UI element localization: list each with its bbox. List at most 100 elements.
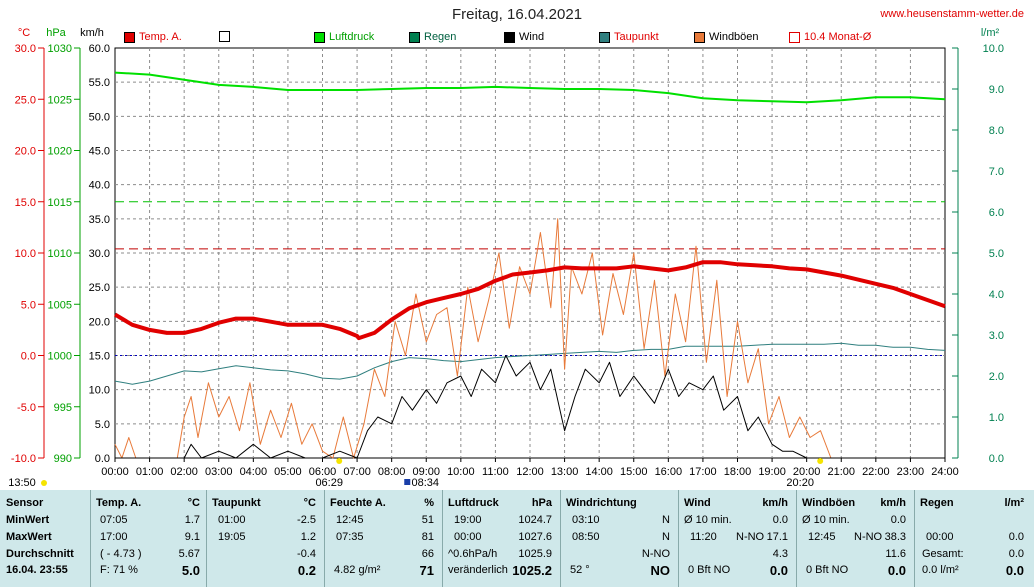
stats-dew-max: 1.2 [300, 531, 316, 543]
stats-wind-max-dir: N-NO [736, 531, 765, 543]
stats-hum-min-time: 12:45 [336, 514, 364, 526]
x-tick-label: 01:00 [136, 466, 164, 478]
stats-wind-max: 17.1 [766, 531, 788, 543]
legend-item-1 [219, 31, 234, 42]
pressure-tick-label: 1005 [48, 299, 72, 311]
legend-swatch [504, 31, 515, 43]
wind-axis-title: km/h [80, 27, 104, 39]
stats-gust-avg10-label: Ø 10 min. [802, 514, 850, 526]
stats-gust-current: 0.0 [887, 563, 906, 578]
stats-hum-abs: 4.82 g/m² [334, 564, 381, 576]
stats-gust-max-dir: N-NO [854, 531, 883, 543]
temp-tick-label: 10.0 [15, 248, 36, 260]
pressure-tick-label: 1010 [48, 248, 72, 260]
wind-tick-label: 35.0 [89, 214, 110, 226]
pressure-tick-label: 1000 [48, 351, 72, 363]
stats-rain-col: Regen l/m² 00:00 0.0 Gesamt: 0.0 0.0 l/m… [920, 490, 1028, 587]
stats-press-unit: hPa [531, 497, 552, 509]
wind-tick-label: 30.0 [89, 248, 110, 260]
stats-gust-unit: km/h [880, 497, 906, 509]
x-tick-label: 04:00 [240, 466, 268, 478]
moonrise-time: 08:34 [411, 477, 439, 489]
stats-gust-avg: 11.6 [885, 548, 906, 560]
stats-temp-foot-left: F: 71 % [100, 564, 138, 576]
rain-tick-label: 4.0 [989, 289, 1004, 301]
stats-rain-header: Regen [920, 497, 954, 509]
site-link[interactable]: www.heusenstamm-wetter.de [880, 8, 1024, 20]
stats-rain-total-label: Gesamt: [922, 548, 964, 560]
stats-rain-unit: l/m² [1004, 497, 1024, 509]
x-tick-label: 00:00 [101, 466, 129, 478]
legend-label: Windböen [709, 31, 759, 43]
x-tick-label: 02:00 [170, 466, 198, 478]
rain-tick-label: 7.0 [989, 166, 1004, 178]
stats-press-min-time: 19:00 [454, 514, 482, 526]
stats-rain-max: 0.0 [1008, 531, 1024, 543]
stats-wind-header: Wind [684, 497, 711, 509]
stats-hum-max-time: 07:35 [336, 531, 364, 543]
x-tick-label: 20:00 [793, 466, 821, 478]
stats-dir-min-time: 03:10 [572, 514, 600, 526]
stats-press-avg: 1025.9 [518, 548, 552, 560]
legend-item-4: Wind [504, 31, 544, 43]
temp-axis-title: °C [18, 27, 30, 39]
temp-tick-label: 5.0 [21, 299, 36, 311]
weather-chart: 00:00 01:00 02:00 03:00 04:00 05:00 06:00 07:00… [8, 27, 1004, 489]
stats-rain-total: 0.0 [1008, 548, 1024, 560]
stats-dew-col: Taupunkt °C 01:00 -2.5 19:05 1.2 -0.4 0.… [212, 490, 320, 587]
legend-swatch [219, 31, 230, 42]
stats-min-label: MinWert [6, 514, 50, 526]
wind-tick-label: 55.0 [89, 77, 110, 89]
rain-tick-label: 8.0 [989, 125, 1004, 137]
wind-tick-label: 5.0 [95, 419, 110, 431]
stats-press-col: Luftdruck hPa 19:00 1024.7 00:00 1027.6 … [448, 490, 556, 587]
stats-panel: Sensor MinWert MaxWert Durchschnitt 16.0… [0, 490, 1034, 587]
stats-hum-current: 71 [419, 563, 434, 578]
stats-hum-header: Feuchte A. [330, 497, 386, 509]
temp-tick-label: 25.0 [15, 94, 36, 106]
x-tick-label: 17:00 [689, 466, 717, 478]
stats-gust-header: Windböen [802, 497, 856, 509]
x-tick-label: 15:00 [620, 466, 648, 478]
stats-dir-max-time: 08:50 [572, 531, 600, 543]
pressure-tick-label: 1025 [48, 94, 72, 106]
stats-temp-max: 9.1 [184, 531, 200, 543]
stats-wind-max-time: 11:20 [690, 531, 717, 543]
stats-wind-col: Wind km/h Ø 10 min. 0.0 11:20 N-NO 17.1 … [684, 490, 792, 587]
wind-tick-label: 15.0 [89, 351, 110, 363]
legend-label: 10.4 Monat-Ø [804, 31, 872, 43]
rain-tick-label: 1.0 [989, 412, 1004, 424]
wind-tick-label: 20.0 [89, 316, 110, 328]
stats-wind-current: 0.0 [769, 563, 788, 578]
moonset-time: 13:50 [8, 477, 36, 489]
stats-wind-avg10: 0.0 [772, 514, 788, 526]
x-tick-label: 23:00 [897, 466, 925, 478]
legend-swatch [314, 31, 325, 43]
x-tick-label: 03:00 [205, 466, 233, 478]
pressure-tick-label: 990 [54, 453, 72, 465]
stats-temp-col: Temp. A. °C 07:05 1.7 17:00 9.1 ( - 4.73… [96, 490, 204, 587]
stats-dew-min: -2.5 [297, 514, 316, 526]
wind-tick-label: 10.0 [89, 385, 110, 397]
stats-temp-avg-note: ( - 4.73 ) [100, 548, 142, 560]
stats-gust-bft: 0 Bft NO [806, 564, 849, 576]
x-tick-label: 11:00 [482, 466, 509, 478]
stats-hum-unit: % [424, 497, 434, 509]
legend-swatch [599, 31, 610, 43]
stats-gust-max: 38.3 [884, 531, 906, 543]
stats-hum-avg: 66 [421, 548, 434, 560]
stats-wind-avg10-label: Ø 10 min. [684, 514, 732, 526]
stats-temp-header: Temp. A. [96, 497, 142, 509]
stats-dir-max: N [662, 531, 670, 543]
stats-dir-avg: N-NO [641, 548, 670, 560]
x-tick-label: 10:00 [447, 466, 475, 478]
series-line-windben [114, 218, 945, 459]
rain-tick-label: 3.0 [989, 330, 1004, 342]
stats-press-current: 1025.2 [512, 563, 552, 578]
stats-press-max-time: 00:00 [454, 531, 482, 543]
rain-tick-label: 6.0 [989, 207, 1004, 219]
page-title: Freitag, 16.04.2021 [451, 6, 583, 23]
stats-hum-min: 51 [421, 514, 434, 526]
legend-swatch [789, 31, 800, 43]
x-tick-label: 24:00 [931, 466, 959, 478]
